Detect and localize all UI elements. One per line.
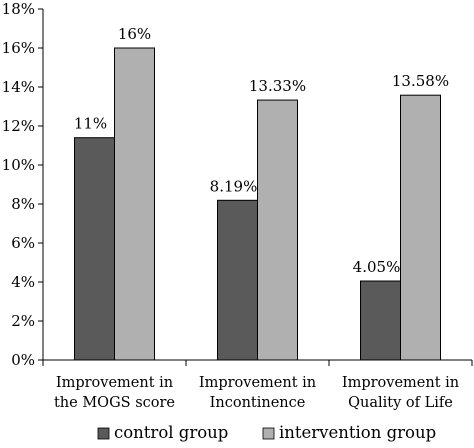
data-label: 13.58% xyxy=(392,72,449,90)
y-tick-label: 16% xyxy=(2,39,35,57)
bar-intervention-2 xyxy=(400,94,441,361)
y-tick-label: 2% xyxy=(11,312,35,330)
data-label: 13.33% xyxy=(249,77,306,95)
data-label: 16% xyxy=(118,25,151,43)
legend-swatch-control xyxy=(97,427,110,440)
category-label: Quality of Life xyxy=(348,395,453,411)
bar-intervention-0 xyxy=(114,47,155,361)
y-tick-label: 18% xyxy=(2,0,35,18)
y-tick-label: 4% xyxy=(11,273,35,291)
category-label: Improvement in xyxy=(56,375,173,391)
category-label: Improvement in xyxy=(342,375,459,391)
legend: control group intervention group xyxy=(97,423,436,442)
plot-area: 0% 2% 4% 6% 8% 10% 12% 14% 16% 18% 11% 16% Improveme… xyxy=(2,0,473,411)
category-label: Incontinence xyxy=(210,395,306,411)
bar-control-0 xyxy=(74,137,115,361)
y-tick-label: 14% xyxy=(2,78,35,96)
legend-label-control: control group xyxy=(114,423,228,442)
data-label: 11% xyxy=(74,115,107,133)
bar-control-2 xyxy=(360,280,401,361)
legend-swatch-intervention xyxy=(262,427,275,440)
category-label: Improvement in xyxy=(199,375,316,391)
category-label: the MOGS score xyxy=(54,395,175,411)
y-tick-label: 0% xyxy=(11,351,35,369)
data-label: 4.05% xyxy=(353,258,401,276)
bar-control-1 xyxy=(217,199,258,361)
y-tick-label: 10% xyxy=(2,156,35,174)
y-tick-label: 6% xyxy=(11,234,35,252)
data-label: 8.19% xyxy=(210,177,258,195)
legend-label-intervention: intervention group xyxy=(279,423,436,442)
y-tick-label: 8% xyxy=(11,195,35,213)
bar-intervention-1 xyxy=(257,99,298,361)
y-tick-label: 12% xyxy=(2,117,35,135)
